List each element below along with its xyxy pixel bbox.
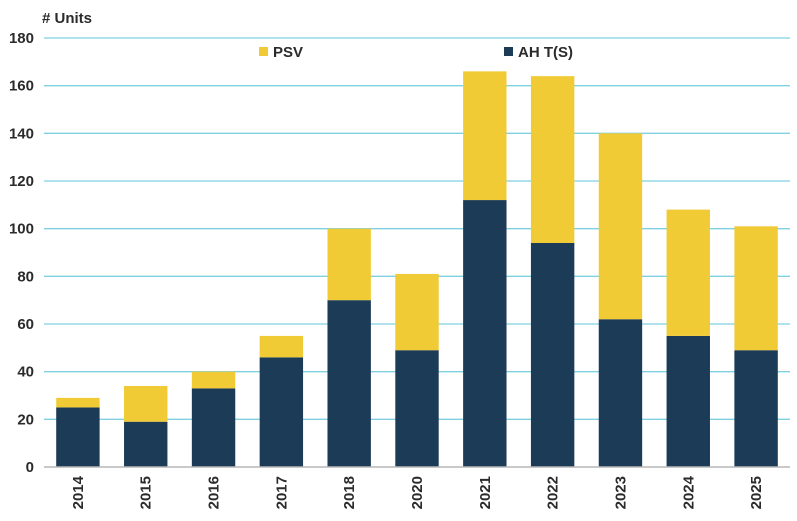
bar-segment [327,228,371,301]
x-tick-label: 2021 [477,476,494,509]
y-tick-label: 180 [9,30,34,47]
bar-segment [191,388,236,467]
bar-segment [124,421,168,467]
x-tick-label: 2022 [545,476,562,509]
bar-segment [530,76,575,243]
legend: PSV AH T(S) [259,44,573,61]
bar-segment [395,350,439,467]
x-tick-label: 2020 [409,476,426,509]
x-tick-label: 2025 [748,476,765,509]
x-tick-label: 2017 [273,476,290,509]
bar-segment [259,357,304,467]
bar-segment [734,350,778,467]
x-tick-label: 2024 [680,475,697,509]
bars [56,71,778,468]
y-axis-title: # Units [42,10,92,27]
bar-segment [124,385,168,422]
y-tick-label: 120 [9,173,34,190]
bar-segment [259,335,304,358]
legend-swatch [504,47,513,56]
axes: 0 20 40 60 80 100 120 140 160 180 2014 2015 2016 2017… [9,30,790,509]
y-tick-label: 80 [17,268,34,285]
legend-label: AH T(S) [518,44,573,61]
y-tick-label: 140 [9,125,34,142]
bar-segment [666,335,710,467]
x-tick-label: 2015 [138,476,155,509]
bar-segment [463,71,507,201]
bar-segment [598,319,643,467]
bar-segment [666,209,710,336]
bar-segment [395,273,439,351]
bar-segment [463,200,507,468]
bar-segment [327,300,371,467]
y-tick-label: 40 [17,364,34,381]
bar-segment [734,226,778,351]
y-tick-label: 160 [9,78,34,95]
x-tick-label: 2023 [612,476,629,509]
x-tick-label: 2016 [206,476,223,509]
legend-swatch [259,47,268,56]
bar-segment [598,133,643,320]
bar-segment [530,242,575,467]
y-tick-label: 100 [9,221,34,238]
bar-segment [191,371,236,389]
x-tick-label: 2018 [341,476,358,509]
y-tick-label: 0 [26,459,34,476]
gridlines [44,37,790,420]
y-tick-label: 60 [17,316,34,333]
legend-label: PSV [273,44,303,61]
y-tick-label: 20 [17,411,34,428]
x-tick-label: 2014 [70,475,87,509]
bar-segment [56,397,100,408]
bar-segment [56,407,100,467]
